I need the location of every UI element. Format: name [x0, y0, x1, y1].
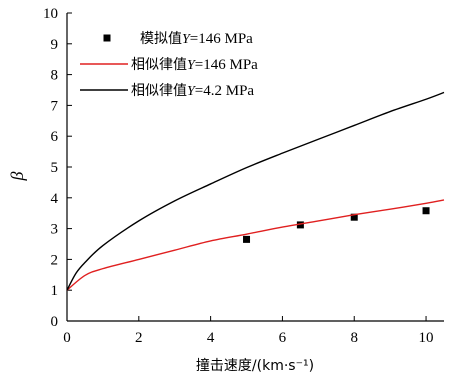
data-point — [296, 221, 304, 229]
y-tick-label: 3 — [51, 222, 59, 238]
y-tick-label: 5 — [51, 160, 59, 176]
plot-area — [66, 91, 445, 291]
ticks: 0 1 2 3 4 5 6 7 8 9 10 0 2 4 6 8 10 — [43, 6, 434, 346]
legend: 模拟值Y=146 MPa 相似律值Y=146 MPa 相似律值Y=4.2 MPa — [80, 31, 258, 99]
data-point — [243, 235, 251, 243]
data-point — [422, 207, 430, 215]
y-tick-label: 4 — [51, 191, 59, 207]
x-tick-label: 6 — [279, 330, 287, 346]
y-tick-label: 6 — [51, 129, 59, 145]
y-tick-label: 1 — [51, 283, 59, 299]
x-tick-label: 4 — [207, 330, 215, 346]
x-tick-label: 0 — [63, 330, 71, 346]
x-tick-label: 10 — [419, 330, 434, 346]
legend-marker — [103, 34, 111, 42]
y-tick-label: 8 — [51, 68, 59, 84]
x-tick-label: 8 — [350, 330, 358, 346]
data-point — [350, 213, 358, 221]
y-tick-label: 7 — [51, 98, 59, 114]
series-line-1 — [66, 199, 445, 291]
x-axis-label: 撞击速度/(km·s⁻¹) — [196, 358, 314, 374]
y-tick-label: 0 — [51, 314, 59, 330]
series-line-2 — [66, 91, 445, 291]
y-tick-label: 9 — [51, 37, 59, 53]
y-axis-label: β — [7, 171, 27, 181]
legend-label: 模拟值Y=146 MPa — [140, 31, 253, 47]
y-tick-label: 2 — [51, 252, 59, 268]
legend-label: 相似律值Y=146 MPa — [131, 57, 258, 73]
y-tick-label: 10 — [43, 6, 58, 22]
x-tick-label: 2 — [135, 330, 143, 346]
legend-label: 相似律值Y=4.2 MPa — [131, 83, 254, 99]
